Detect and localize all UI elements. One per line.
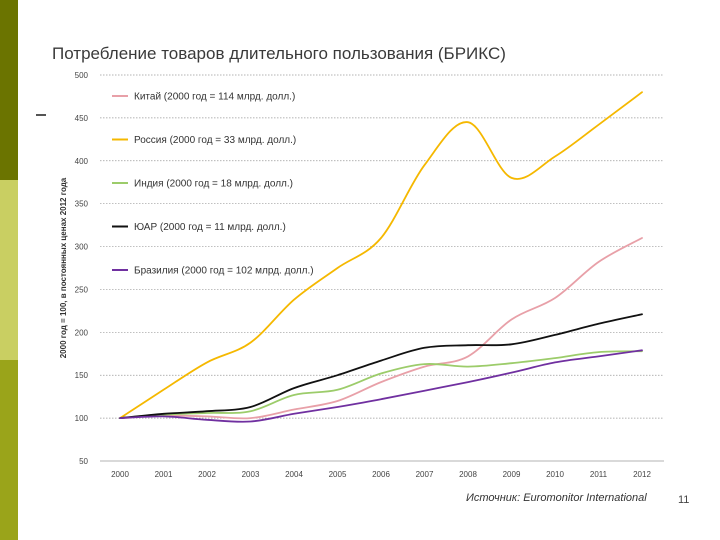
y-tick-label-350: 350	[75, 200, 89, 209]
x-tick-label-2012: 2012	[633, 470, 651, 479]
y-tick-label-150: 150	[75, 371, 89, 380]
x-tick-label-2009: 2009	[503, 470, 521, 479]
slide-title: Потребление товаров длительного пользова…	[52, 44, 506, 63]
y-tick-label-100: 100	[75, 414, 89, 423]
series-line-4	[119, 349, 643, 423]
legend-label-4: Бразилия (2000 год = 102 млрд. долл.)	[134, 266, 314, 277]
y-tick-label-450: 450	[75, 114, 89, 123]
series-line-0	[119, 237, 643, 420]
x-tick-label-2007: 2007	[416, 470, 434, 479]
y-axis-label: 2000 год = 100, в постоянных ценах 2012 …	[59, 177, 68, 358]
x-tick-label-2010: 2010	[546, 470, 564, 479]
bullet-dash	[36, 114, 46, 116]
series-line-2	[119, 350, 643, 420]
source-note: Источник: Euromonitor International	[466, 492, 647, 504]
x-tick-label-2003: 2003	[242, 470, 260, 479]
side-bar-light	[0, 180, 18, 360]
legend-label-0: Китай (2000 год = 114 млрд. долл.)	[134, 92, 295, 103]
x-tick-label-2005: 2005	[329, 470, 347, 479]
y-tick-label-300: 300	[75, 243, 89, 252]
y-tick-label-250: 250	[75, 285, 89, 294]
x-tick-label-2011: 2011	[590, 470, 608, 479]
side-bar-dark	[0, 0, 18, 180]
x-tick-label-2001: 2001	[155, 470, 173, 479]
series-line-1	[119, 91, 643, 420]
legend-label-2: Индия (2000 год = 18 млрд. долл.)	[134, 179, 293, 190]
legend-label-1: Россия (2000 год = 33 млрд. долл.)	[134, 135, 296, 146]
page-number: 11	[678, 494, 690, 506]
x-tick-label-2000: 2000	[111, 470, 129, 479]
x-tick-label-2008: 2008	[459, 470, 477, 479]
y-tick-label-50: 50	[79, 457, 88, 466]
series-line-3	[119, 313, 643, 420]
y-tick-label-500: 500	[75, 71, 89, 80]
y-tick-label-200: 200	[75, 328, 89, 337]
x-tick-label-2006: 2006	[372, 470, 390, 479]
side-bar-medium	[0, 360, 18, 540]
x-tick-label-2004: 2004	[285, 470, 303, 479]
y-tick-label-400: 400	[75, 157, 89, 166]
legend-label-3: ЮАР (2000 год = 11 млрд. долл.)	[134, 222, 286, 233]
x-tick-label-2002: 2002	[198, 470, 216, 479]
